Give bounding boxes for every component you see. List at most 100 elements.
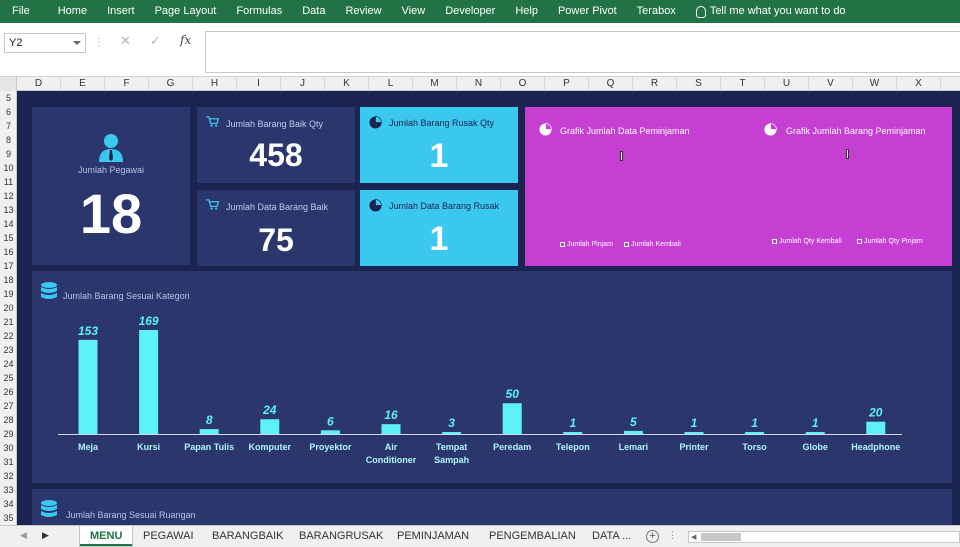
chart-handle[interactable] xyxy=(620,151,623,161)
bar-headphone[interactable] xyxy=(866,421,886,434)
bar-globe[interactable] xyxy=(805,432,825,434)
row-header[interactable]: 33 xyxy=(3,485,14,495)
formula-input[interactable] xyxy=(205,31,960,73)
tab-scroll-left-icon[interactable]: ◀ xyxy=(20,530,27,540)
row-header[interactable]: 24 xyxy=(3,359,14,369)
sheet-tab-peminjaman[interactable]: PEMINJAMAN xyxy=(397,530,470,542)
column-header[interactable]: X xyxy=(897,77,941,91)
card-barang-baik-qty[interactable]: Jumlah Barang Baik Qty 458 xyxy=(197,107,355,183)
row-header[interactable]: 8 xyxy=(5,135,11,145)
column-header[interactable]: K xyxy=(325,77,369,91)
select-all-corner[interactable] xyxy=(0,77,17,91)
cancel-icon[interactable]: ✕ xyxy=(120,33,131,48)
bar-kursi[interactable] xyxy=(139,330,159,434)
ribbon-tab-file[interactable]: File xyxy=(12,5,30,17)
column-header[interactable]: P xyxy=(545,77,589,91)
card-barang-rusak-qty[interactable]: Jumlah Barang Rusak Qty 1 xyxy=(360,107,518,183)
ribbon-tab-page-layout[interactable]: Page Layout xyxy=(154,5,217,17)
bar-peredam[interactable] xyxy=(502,403,522,434)
insert-function-icon[interactable]: fx xyxy=(180,33,192,47)
column-header[interactable]: S xyxy=(677,77,721,91)
sheet-tab-pegawai[interactable]: PEGAWAI xyxy=(143,530,194,542)
card-data-barang-baik[interactable]: Jumlah Data Barang Baik 75 xyxy=(197,190,355,266)
column-header[interactable]: V xyxy=(809,77,853,91)
bar-torso[interactable] xyxy=(745,432,765,434)
sheet-tab-barangbaik[interactable]: BARANGBAIK xyxy=(212,530,284,542)
row-header[interactable]: 29 xyxy=(3,429,14,439)
scrollbar-thumb[interactable] xyxy=(701,533,741,541)
ribbon-tab-home[interactable]: Home xyxy=(57,5,88,17)
row-header[interactable]: 6 xyxy=(5,107,11,117)
column-header[interactable]: F xyxy=(105,77,149,91)
scroll-left-icon[interactable]: ◀ xyxy=(691,534,697,541)
row-header[interactable]: 22 xyxy=(3,331,14,341)
column-header[interactable]: M xyxy=(413,77,457,91)
bar-meja[interactable] xyxy=(78,339,98,434)
chart-handle[interactable] xyxy=(846,149,849,159)
row-header[interactable]: 5 xyxy=(5,93,11,103)
column-header[interactable]: G xyxy=(149,77,193,91)
row-header[interactable]: 11 xyxy=(3,177,14,187)
card-barang-ruangan[interactable]: Jumlah Barang Sesuai Ruangan xyxy=(32,489,952,525)
row-header[interactable]: 9 xyxy=(5,149,11,159)
row-header[interactable]: 27 xyxy=(3,401,14,411)
row-header[interactable]: 32 xyxy=(3,471,14,481)
sheet-tab-data[interactable]: DATA ... xyxy=(592,530,632,542)
bar-telepon[interactable] xyxy=(563,432,583,434)
row-header[interactable]: 25 xyxy=(3,373,14,383)
bar-air-conditioner[interactable] xyxy=(381,424,401,434)
column-header[interactable]: Q xyxy=(589,77,633,91)
row-header[interactable]: 14 xyxy=(3,219,14,229)
column-header[interactable]: N xyxy=(457,77,501,91)
row-header[interactable]: 23 xyxy=(3,345,14,355)
row-header[interactable]: 15 xyxy=(3,233,14,243)
row-header[interactable]: 21 xyxy=(3,317,14,327)
bar-printer[interactable] xyxy=(684,432,704,434)
card-jumlah-pegawai[interactable]: Jumlah Pegawai 18 xyxy=(32,107,190,265)
ribbon-tab-developer[interactable]: Developer xyxy=(445,5,496,17)
card-data-barang-rusak[interactable]: Jumlah Data Barang Rusak 1 xyxy=(360,190,518,266)
ribbon-tab-terabox[interactable]: Terabox xyxy=(636,5,676,17)
column-header[interactable]: U xyxy=(765,77,809,91)
ribbon-tab-help[interactable]: Help xyxy=(515,5,538,17)
card-grafik-peminjaman[interactable]: Grafik Jumlah Data Peminjaman Jumlah Pin… xyxy=(525,107,952,266)
bar-tempat-sampah[interactable] xyxy=(442,432,462,434)
column-header[interactable]: R xyxy=(633,77,677,91)
column-header[interactable]: H xyxy=(193,77,237,91)
sheet-tab-pengembalian[interactable]: PENGEMBALIAN xyxy=(489,530,576,542)
row-header[interactable]: 16 xyxy=(3,247,14,257)
row-header[interactable]: 7 xyxy=(5,121,11,131)
bar-papan-tulis[interactable] xyxy=(199,429,219,434)
bar-komputer[interactable] xyxy=(260,419,280,434)
column-header[interactable]: L xyxy=(369,77,413,91)
bar-lemari[interactable] xyxy=(623,430,643,434)
column-header[interactable]: E xyxy=(61,77,105,91)
name-box[interactable]: Y2 xyxy=(4,33,86,53)
ribbon-tab-review[interactable]: Review xyxy=(345,5,382,17)
row-header[interactable]: 30 xyxy=(3,443,14,453)
horizontal-scrollbar[interactable]: ◀ xyxy=(688,531,960,543)
ribbon-tab-view[interactable]: View xyxy=(401,5,426,17)
chevron-down-icon[interactable] xyxy=(73,41,81,45)
ribbon-tab-power-pivot[interactable]: Power Pivot xyxy=(557,5,617,17)
column-header[interactable]: O xyxy=(501,77,545,91)
add-sheet-icon[interactable]: + xyxy=(646,530,659,543)
row-header[interactable]: 34 xyxy=(3,499,14,509)
tab-scroll-right-icon[interactable]: ▶ xyxy=(42,530,49,540)
enter-icon[interactable]: ✓ xyxy=(150,33,161,48)
row-header[interactable]: 10 xyxy=(3,163,14,173)
row-header[interactable]: 35 xyxy=(3,513,14,523)
row-header[interactable]: 31 xyxy=(3,457,14,467)
column-header[interactable]: T xyxy=(721,77,765,91)
row-header[interactable]: 12 xyxy=(3,191,14,201)
column-header[interactable]: I xyxy=(237,77,281,91)
sheet-tab-menu[interactable]: MENU xyxy=(80,526,133,546)
column-header[interactable]: J xyxy=(281,77,325,91)
ribbon-tab-insert[interactable]: Insert xyxy=(107,5,135,17)
column-header[interactable]: D xyxy=(17,77,61,91)
sheet-tab-barangrusak[interactable]: BARANGRUSAK xyxy=(299,530,384,542)
bar-proyektor[interactable] xyxy=(320,430,340,434)
row-header[interactable]: 19 xyxy=(3,289,14,299)
row-header[interactable]: 26 xyxy=(3,387,14,397)
row-header[interactable]: 28 xyxy=(3,415,14,425)
